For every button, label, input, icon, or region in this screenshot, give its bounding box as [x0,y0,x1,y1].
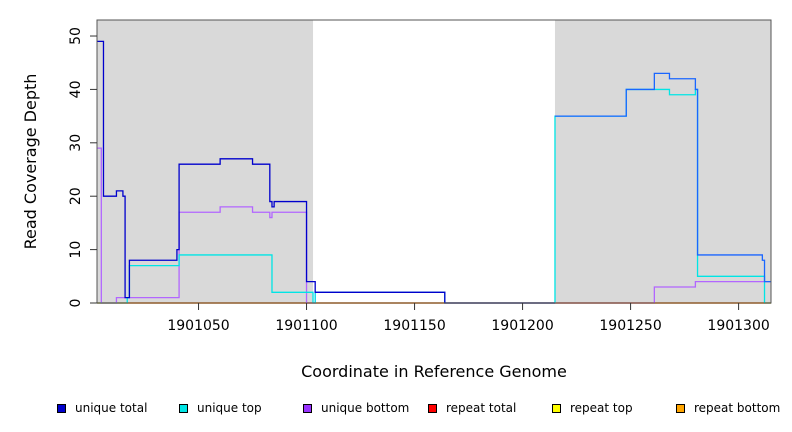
legend-item-unique-bottom: unique bottom [303,398,409,418]
plot-frame [96,19,772,304]
series-line-overlay [554,72,771,283]
legend-item-repeat-bottom: repeat bottom [676,398,780,418]
legend-swatch-repeat-bottom [676,403,685,413]
legend-swatch-repeat-total [428,403,437,413]
shaded-region [97,20,314,303]
legend-item-repeat-top: repeat top [552,398,633,418]
y-tick-label: 10 [68,241,84,259]
coverage-chart: 1901050 1901100 1901150 1901200 1901250 19013… [21,19,772,381]
x-tick-label: 1901150 [383,318,445,334]
legend: unique total unique top unique bottom re… [0,398,792,420]
x-axis: 1901050 1901100 1901150 1901200 1901250 19013… [167,303,770,334]
legend-item-unique-total: unique total [57,398,147,418]
shaded-regions [97,20,771,303]
legend-item-repeat-total: repeat total [428,398,516,418]
legend-label-repeat-bottom: repeat bottom [694,401,781,415]
legend-label-repeat-total: repeat total [446,401,517,415]
legend-label-unique-total: unique total [75,401,148,415]
legend-swatch-unique-top [179,403,188,413]
y-axis: 0 10 20 30 40 50 [68,27,97,307]
legend-item-unique-top: unique top [179,398,262,418]
x-tick-label: 1901250 [599,318,661,334]
y-tick-label: 20 [68,187,84,205]
y-tick-label: 30 [68,134,84,152]
series-line-unique-total [97,40,555,304]
x-tick-label: 1901200 [491,318,553,334]
y-axis-label: Read Coverage Depth [21,74,40,250]
shaded-region [554,20,771,303]
x-tick-label: 1901100 [275,318,337,334]
legend-label-repeat-top: repeat top [570,401,633,415]
x-axis-label: Coordinate in Reference Genome [301,362,567,381]
y-tick-label: 0 [68,299,84,308]
legend-swatch-repeat-top [552,403,561,413]
x-tick-label: 1901050 [167,318,229,334]
y-tick-label: 50 [68,27,84,45]
legend-swatch-unique-total [57,403,66,413]
legend-label-unique-bottom: unique bottom [321,401,410,415]
legend-swatch-unique-bottom [303,403,312,413]
legend-label-unique-top: unique top [197,401,262,415]
y-tick-label: 40 [68,81,84,99]
x-tick-label: 1901300 [707,318,769,334]
